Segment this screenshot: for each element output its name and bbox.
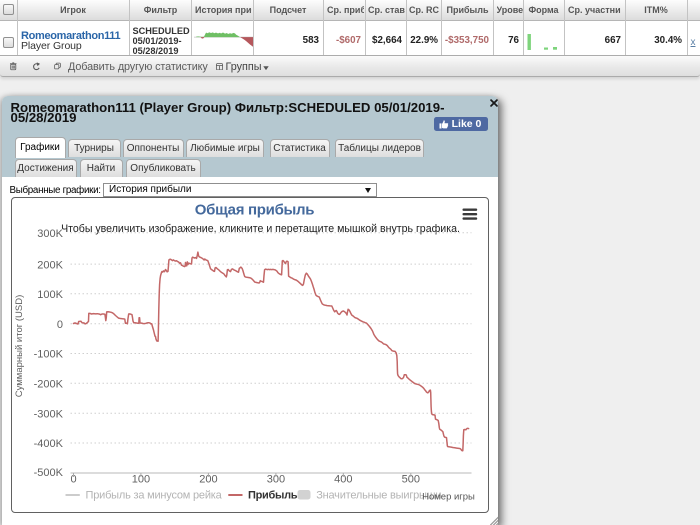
svg-text:200: 200 bbox=[199, 474, 217, 486]
svg-text:Суммарный итог (USD): Суммарный итог (USD) bbox=[14, 295, 25, 397]
svg-text:100K: 100K bbox=[37, 289, 63, 301]
svg-text:Значительные выигрыши: Значительные выигрыши bbox=[316, 490, 441, 502]
svg-text:300K: 300K bbox=[37, 228, 63, 240]
svg-text:Общая прибыль: Общая прибыль bbox=[195, 201, 314, 218]
svg-text:Номер игры: Номер игры bbox=[422, 492, 475, 503]
svg-text:0: 0 bbox=[70, 474, 76, 486]
svg-text:-400K: -400K bbox=[34, 438, 64, 450]
svg-text:400: 400 bbox=[334, 474, 352, 486]
svg-text:Чтобы увеличить изображение, к: Чтобы увеличить изображение, кликните и … bbox=[61, 223, 460, 235]
svg-text:100: 100 bbox=[132, 474, 150, 486]
svg-text:0: 0 bbox=[57, 319, 63, 331]
svg-text:300: 300 bbox=[267, 474, 285, 486]
svg-text:-300K: -300K bbox=[34, 408, 64, 420]
svg-text:Прибыль за минусом рейка: Прибыль за минусом рейка bbox=[86, 490, 223, 502]
svg-text:500: 500 bbox=[402, 474, 420, 486]
svg-text:-200K: -200K bbox=[34, 379, 64, 391]
svg-text:-100K: -100K bbox=[34, 349, 64, 361]
svg-text:-500K: -500K bbox=[34, 467, 64, 479]
svg-text:200K: 200K bbox=[37, 259, 63, 271]
svg-text:Прибыль: Прибыль bbox=[248, 490, 298, 502]
